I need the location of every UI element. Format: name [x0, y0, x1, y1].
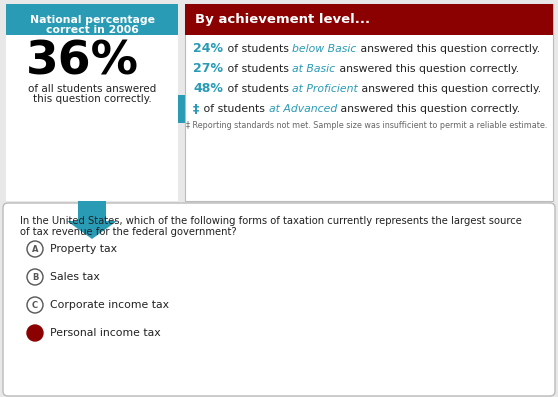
Text: National percentage: National percentage: [30, 15, 155, 25]
Text: 27%: 27%: [193, 62, 223, 75]
Text: Sales tax: Sales tax: [50, 272, 100, 282]
Text: answered this question correctly.: answered this question correctly.: [358, 84, 541, 94]
Text: at Basic: at Basic: [292, 64, 335, 74]
Text: this question correctly.: this question correctly.: [32, 94, 151, 104]
Polygon shape: [67, 201, 117, 239]
Text: 24%: 24%: [193, 42, 223, 56]
Text: Corporate income tax: Corporate income tax: [50, 300, 169, 310]
Text: By achievement level...: By achievement level...: [195, 13, 370, 27]
Text: A: A: [32, 245, 39, 254]
Text: B: B: [32, 272, 38, 281]
Text: correct in 2006: correct in 2006: [46, 25, 138, 35]
Text: C: C: [32, 301, 38, 310]
Text: Personal income tax: Personal income tax: [50, 328, 161, 338]
Text: answered this question correctly.: answered this question correctly.: [357, 44, 540, 54]
Circle shape: [27, 325, 43, 341]
Text: of students: of students: [224, 44, 292, 54]
FancyBboxPatch shape: [6, 4, 178, 35]
Text: ‡ Reporting standards not met. Sample size was insufficient to permit a reliable: ‡ Reporting standards not met. Sample si…: [186, 121, 547, 129]
FancyBboxPatch shape: [185, 4, 553, 35]
Text: at Proficient: at Proficient: [292, 84, 358, 94]
Text: In the United States, which of the following forms of taxation currently represe: In the United States, which of the follo…: [20, 216, 522, 226]
Text: ‡: ‡: [193, 102, 199, 116]
Text: answered this question correctly.: answered this question correctly.: [337, 104, 520, 114]
FancyBboxPatch shape: [185, 4, 553, 201]
Text: 48%: 48%: [193, 83, 223, 96]
Polygon shape: [178, 87, 232, 131]
FancyBboxPatch shape: [6, 4, 178, 201]
Text: of students: of students: [200, 104, 268, 114]
Text: 36%: 36%: [26, 39, 138, 85]
Text: of tax revenue for the federal government?: of tax revenue for the federal governmen…: [20, 227, 237, 237]
Text: below Basic: below Basic: [292, 44, 357, 54]
Text: Property tax: Property tax: [50, 244, 117, 254]
FancyBboxPatch shape: [3, 203, 555, 396]
Text: at Advanced: at Advanced: [268, 104, 337, 114]
Text: of students: of students: [224, 64, 292, 74]
Text: answered this question correctly.: answered this question correctly.: [335, 64, 518, 74]
Text: of all students answered: of all students answered: [28, 84, 156, 94]
Text: of students: of students: [224, 84, 292, 94]
